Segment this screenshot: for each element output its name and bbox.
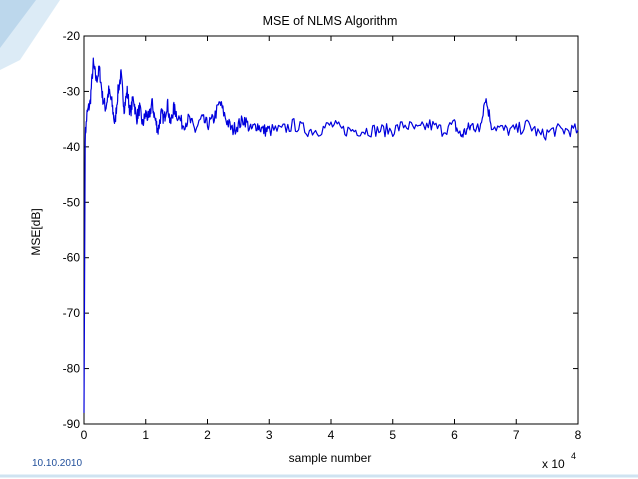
y-tick-labels: -20 -30 -40 -50 -60 -70 -80 -90: [63, 29, 81, 431]
y-tick-label: -20: [63, 29, 81, 43]
y-axis-label: MSE[dB]: [29, 208, 43, 255]
corner-swoosh-dark: [0, 0, 36, 48]
x-axis-multiplier-exponent: 4: [571, 451, 576, 461]
y-tick-label: -50: [63, 195, 81, 209]
x-axis-multiplier: x 10: [542, 457, 565, 471]
x-tick-label: 6: [451, 428, 458, 442]
x-tick-labels: 0 1 2 3 4 5 6 7 8: [81, 428, 582, 442]
tick-marks: [83, 35, 579, 425]
slide-date: 10.10.2010: [32, 458, 83, 469]
x-tick-label: 8: [575, 428, 582, 442]
plot-frame: [83, 35, 579, 425]
chart-title: MSE of NLMS Algorithm: [263, 14, 398, 28]
y-tick-label: -60: [63, 251, 81, 265]
x-axis-label: sample number: [289, 451, 372, 465]
series-line-mse: [83, 57, 579, 413]
x-tick-label: 5: [389, 428, 396, 442]
x-tick-label: 3: [266, 428, 273, 442]
x-tick-label: 0: [81, 428, 88, 442]
x-tick-label: 2: [204, 428, 211, 442]
x-tick-label: 7: [513, 428, 520, 442]
y-tick-label: -40: [63, 140, 81, 154]
x-tick-label: 4: [328, 428, 335, 442]
x-tick-label: 1: [142, 428, 149, 442]
y-tick-label: -70: [63, 306, 81, 320]
y-tick-label: -30: [63, 84, 81, 98]
y-tick-label: -80: [63, 362, 81, 376]
y-tick-label: -90: [63, 417, 81, 431]
